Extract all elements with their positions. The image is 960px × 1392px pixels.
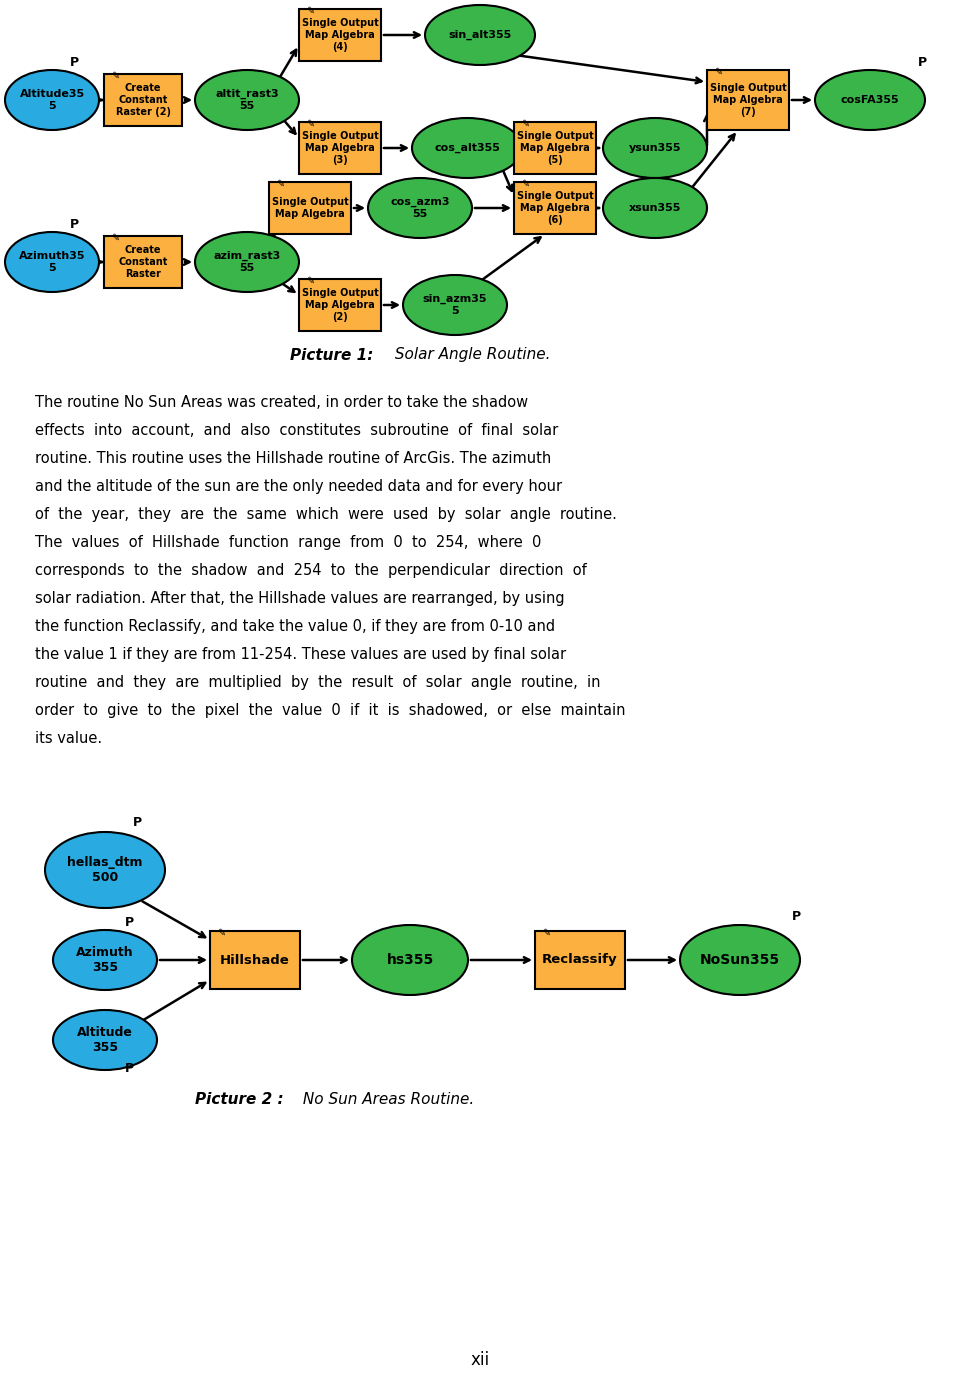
FancyBboxPatch shape [104, 237, 182, 288]
Text: Single Output
Map Algebra
(7): Single Output Map Algebra (7) [709, 84, 786, 117]
Text: routine. This routine uses the Hillshade routine of ArcGis. The azimuth: routine. This routine uses the Hillshade… [35, 451, 551, 466]
Text: ✎: ✎ [306, 6, 314, 15]
FancyBboxPatch shape [514, 122, 596, 174]
Text: corresponds  to  the  shadow  and  254  to  the  perpendicular  direction  of: corresponds to the shadow and 254 to the… [35, 562, 587, 578]
Text: Reclassify: Reclassify [542, 954, 618, 966]
Ellipse shape [425, 6, 535, 65]
Ellipse shape [5, 232, 99, 292]
Text: No Sun Areas Routine.: No Sun Areas Routine. [298, 1093, 474, 1108]
Text: Single Output
Map Algebra
(5): Single Output Map Algebra (5) [516, 131, 593, 164]
Text: Create
Constant
Raster (2): Create Constant Raster (2) [115, 84, 171, 117]
Text: ✎: ✎ [276, 180, 284, 189]
Text: ✎: ✎ [111, 71, 119, 81]
Text: sin_azm35
5: sin_azm35 5 [422, 294, 488, 316]
Ellipse shape [195, 70, 299, 129]
Text: hs355: hs355 [386, 954, 434, 967]
Text: the value 1 if they are from 11-254. These values are used by final solar: the value 1 if they are from 11-254. The… [35, 647, 566, 663]
Text: Single Output
Map Algebra: Single Output Map Algebra [272, 198, 348, 219]
Text: Azimuth35
5: Azimuth35 5 [19, 251, 85, 273]
Text: Single Output
Map Algebra
(2): Single Output Map Algebra (2) [301, 288, 378, 322]
Text: Picture 2 :: Picture 2 : [195, 1093, 283, 1108]
FancyBboxPatch shape [299, 122, 381, 174]
Text: the function Reclassify, and take the value 0, if they are from 0-10 and: the function Reclassify, and take the va… [35, 619, 555, 633]
Text: ✎: ✎ [306, 118, 314, 129]
Text: P: P [125, 1062, 134, 1075]
Ellipse shape [680, 926, 800, 995]
Text: hellas_dtm
500: hellas_dtm 500 [67, 856, 143, 884]
Text: sin_alt355: sin_alt355 [448, 29, 512, 40]
Text: P: P [70, 219, 79, 231]
FancyBboxPatch shape [535, 931, 625, 988]
Text: cosFA355: cosFA355 [841, 95, 900, 104]
Ellipse shape [53, 1011, 157, 1070]
Ellipse shape [195, 232, 299, 292]
Text: Single Output
Map Algebra
(6): Single Output Map Algebra (6) [516, 192, 593, 224]
Text: routine  and  they  are  multiplied  by  the  result  of  solar  angle  routine,: routine and they are multiplied by the r… [35, 675, 601, 690]
Text: P: P [125, 916, 134, 928]
Text: P: P [918, 56, 927, 70]
Text: Picture 1:: Picture 1: [290, 348, 373, 362]
Ellipse shape [603, 118, 707, 178]
Text: xsun355: xsun355 [629, 203, 682, 213]
Ellipse shape [5, 70, 99, 129]
Ellipse shape [412, 118, 522, 178]
Text: P: P [792, 910, 802, 923]
Text: azim_rast3
55: azim_rast3 55 [213, 251, 280, 273]
Text: Create
Constant
Raster: Create Constant Raster [118, 245, 168, 278]
Text: Single Output
Map Algebra
(3): Single Output Map Algebra (3) [301, 131, 378, 164]
FancyBboxPatch shape [299, 8, 381, 61]
Ellipse shape [368, 178, 472, 238]
FancyBboxPatch shape [707, 70, 789, 129]
Text: ✎: ✎ [521, 118, 529, 129]
Text: its value.: its value. [35, 731, 102, 746]
Ellipse shape [45, 832, 165, 908]
Text: and the altitude of the sun are the only needed data and for every hour: and the altitude of the sun are the only… [35, 479, 563, 494]
Text: solar radiation. After that, the Hillshade values are rearranged, by using: solar radiation. After that, the Hillsha… [35, 592, 564, 606]
Ellipse shape [403, 276, 507, 335]
Ellipse shape [352, 926, 468, 995]
Ellipse shape [603, 178, 707, 238]
Text: P: P [70, 56, 79, 70]
Text: cos_alt355: cos_alt355 [434, 143, 500, 153]
Text: ✎: ✎ [111, 232, 119, 244]
Text: ✎: ✎ [542, 928, 550, 938]
FancyBboxPatch shape [104, 74, 182, 127]
Text: Single Output
Map Algebra
(4): Single Output Map Algebra (4) [301, 18, 378, 52]
Text: Altitude35
5: Altitude35 5 [19, 89, 84, 111]
Text: of  the  year,  they  are  the  same  which  were  used  by  solar  angle  routi: of the year, they are the same which wer… [35, 507, 617, 522]
Text: order  to  give  to  the  pixel  the  value  0  if  it  is  shadowed,  or  else : order to give to the pixel the value 0 i… [35, 703, 626, 718]
Text: The  values  of  Hillshade  function  range  from  0  to  254,  where  0: The values of Hillshade function range f… [35, 535, 541, 550]
Text: ysun355: ysun355 [629, 143, 682, 153]
Text: P: P [133, 816, 142, 830]
Ellipse shape [815, 70, 925, 129]
Text: ✎: ✎ [306, 276, 314, 285]
Text: cos_azm3
55: cos_azm3 55 [391, 198, 449, 219]
Text: ✎: ✎ [217, 928, 226, 938]
Ellipse shape [53, 930, 157, 990]
Text: xii: xii [470, 1352, 490, 1368]
Text: The routine No Sun Areas was created, in order to take the shadow: The routine No Sun Areas was created, in… [35, 395, 528, 411]
FancyBboxPatch shape [299, 278, 381, 331]
Text: Hillshade: Hillshade [220, 954, 290, 966]
Text: altit_rast3
55: altit_rast3 55 [215, 89, 278, 111]
FancyBboxPatch shape [210, 931, 300, 988]
FancyBboxPatch shape [269, 182, 351, 234]
Text: Solar Angle Routine.: Solar Angle Routine. [390, 348, 550, 362]
Text: Altitude
355: Altitude 355 [77, 1026, 132, 1054]
Text: effects  into  account,  and  also  constitutes  subroutine  of  final  solar: effects into account, and also constitut… [35, 423, 559, 438]
Text: NoSun355: NoSun355 [700, 954, 780, 967]
Text: ✎: ✎ [714, 67, 722, 77]
Text: Azimuth
355: Azimuth 355 [76, 947, 133, 974]
FancyBboxPatch shape [514, 182, 596, 234]
Text: ✎: ✎ [521, 180, 529, 189]
